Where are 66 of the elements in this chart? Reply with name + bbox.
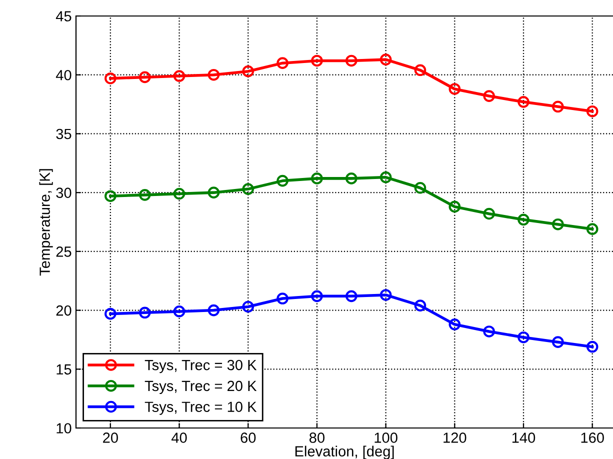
point xyxy=(104,72,116,84)
x-axis-title: Elevation, [deg] xyxy=(295,446,394,459)
legend-label: Tsys, Trec = 30 K xyxy=(144,360,257,374)
y-tick-label: 45 xyxy=(56,11,72,22)
point xyxy=(448,83,461,95)
y-tick-label: 15 xyxy=(56,364,72,375)
point xyxy=(586,105,598,118)
point xyxy=(311,54,323,67)
point xyxy=(483,326,495,338)
point xyxy=(242,65,254,78)
point xyxy=(552,336,564,348)
point xyxy=(414,300,426,312)
point xyxy=(380,54,392,66)
point xyxy=(552,100,564,113)
x-tick-label: 20 xyxy=(103,432,118,443)
point xyxy=(586,340,598,353)
point xyxy=(104,308,116,320)
point xyxy=(380,289,392,301)
point xyxy=(276,174,288,187)
point xyxy=(276,57,288,69)
point xyxy=(311,290,323,302)
point xyxy=(345,172,358,184)
legend-label: Tsys, Trec = 10 K xyxy=(144,402,257,415)
y-tick-label: 10 xyxy=(56,423,72,434)
point xyxy=(276,292,288,304)
point xyxy=(138,71,151,84)
point xyxy=(104,190,116,202)
x-tick-label: 100 xyxy=(374,432,398,443)
point xyxy=(414,182,426,194)
point xyxy=(414,64,426,76)
x-tick-label: 80 xyxy=(309,432,324,443)
y-tick-label: 25 xyxy=(56,246,72,257)
point xyxy=(552,218,564,230)
x-tick-label: 40 xyxy=(171,432,187,443)
point xyxy=(518,96,530,108)
point xyxy=(173,70,186,82)
point xyxy=(208,304,220,316)
point xyxy=(208,68,220,81)
point xyxy=(138,189,151,201)
y-tick-label: 40 xyxy=(56,70,72,80)
point xyxy=(380,171,392,184)
point xyxy=(242,300,254,313)
legend-label: Tsys, Trec = 20 K xyxy=(144,380,257,394)
point xyxy=(345,290,358,302)
point xyxy=(208,186,220,198)
y-axis-title: Temperature, [K] xyxy=(39,169,53,276)
x-tick-label: 120 xyxy=(444,432,466,443)
y-tick-label: 35 xyxy=(56,128,72,140)
point xyxy=(518,331,530,344)
x-tick-label: 60 xyxy=(240,432,256,443)
point xyxy=(448,318,461,330)
point xyxy=(586,223,598,235)
point xyxy=(483,90,495,102)
y-tick-label: 30 xyxy=(56,188,72,198)
point xyxy=(242,183,254,195)
y-tick-label: 20 xyxy=(56,305,72,316)
point xyxy=(345,54,358,67)
point xyxy=(138,306,151,319)
point xyxy=(483,208,495,220)
point xyxy=(173,306,186,318)
x-tick-label: 140 xyxy=(512,432,536,443)
x-tick-label: 160 xyxy=(581,432,604,443)
point xyxy=(448,200,461,213)
point xyxy=(518,214,530,226)
point xyxy=(311,172,323,184)
point xyxy=(173,188,186,200)
